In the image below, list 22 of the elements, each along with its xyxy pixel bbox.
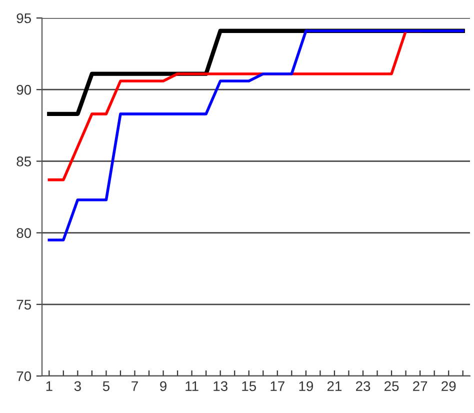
x-tick-label: 25 bbox=[384, 381, 399, 392]
y-tick-label: 80 bbox=[16, 228, 32, 238]
x-tick-label: 17 bbox=[270, 381, 284, 391]
y-tick-label: 95 bbox=[16, 13, 32, 24]
x-tick-label: 29 bbox=[442, 381, 456, 392]
x-tick-label: 23 bbox=[356, 381, 370, 392]
x-tick-label: 3 bbox=[74, 381, 81, 392]
x-tick-label: 27 bbox=[413, 381, 428, 391]
y-tick-label: 90 bbox=[16, 84, 32, 95]
y-tick-label: 70 bbox=[16, 371, 32, 382]
x-tick-label: 13 bbox=[214, 381, 228, 392]
y-tick-label: 85 bbox=[16, 156, 32, 166]
x-tick-label: 9 bbox=[160, 381, 166, 392]
x-tick-label: 19 bbox=[299, 381, 313, 392]
x-tick-label: 21 bbox=[327, 381, 342, 391]
x-tick-label: 1 bbox=[46, 381, 52, 391]
x-tick-label: 11 bbox=[186, 381, 198, 391]
x-tick-label: 7 bbox=[132, 381, 138, 391]
y-tick-label: 75 bbox=[16, 300, 32, 310]
x-tick-label: 5 bbox=[102, 381, 110, 392]
x-tick-label: 15 bbox=[242, 381, 256, 392]
line-series bbox=[48, 30, 464, 242]
